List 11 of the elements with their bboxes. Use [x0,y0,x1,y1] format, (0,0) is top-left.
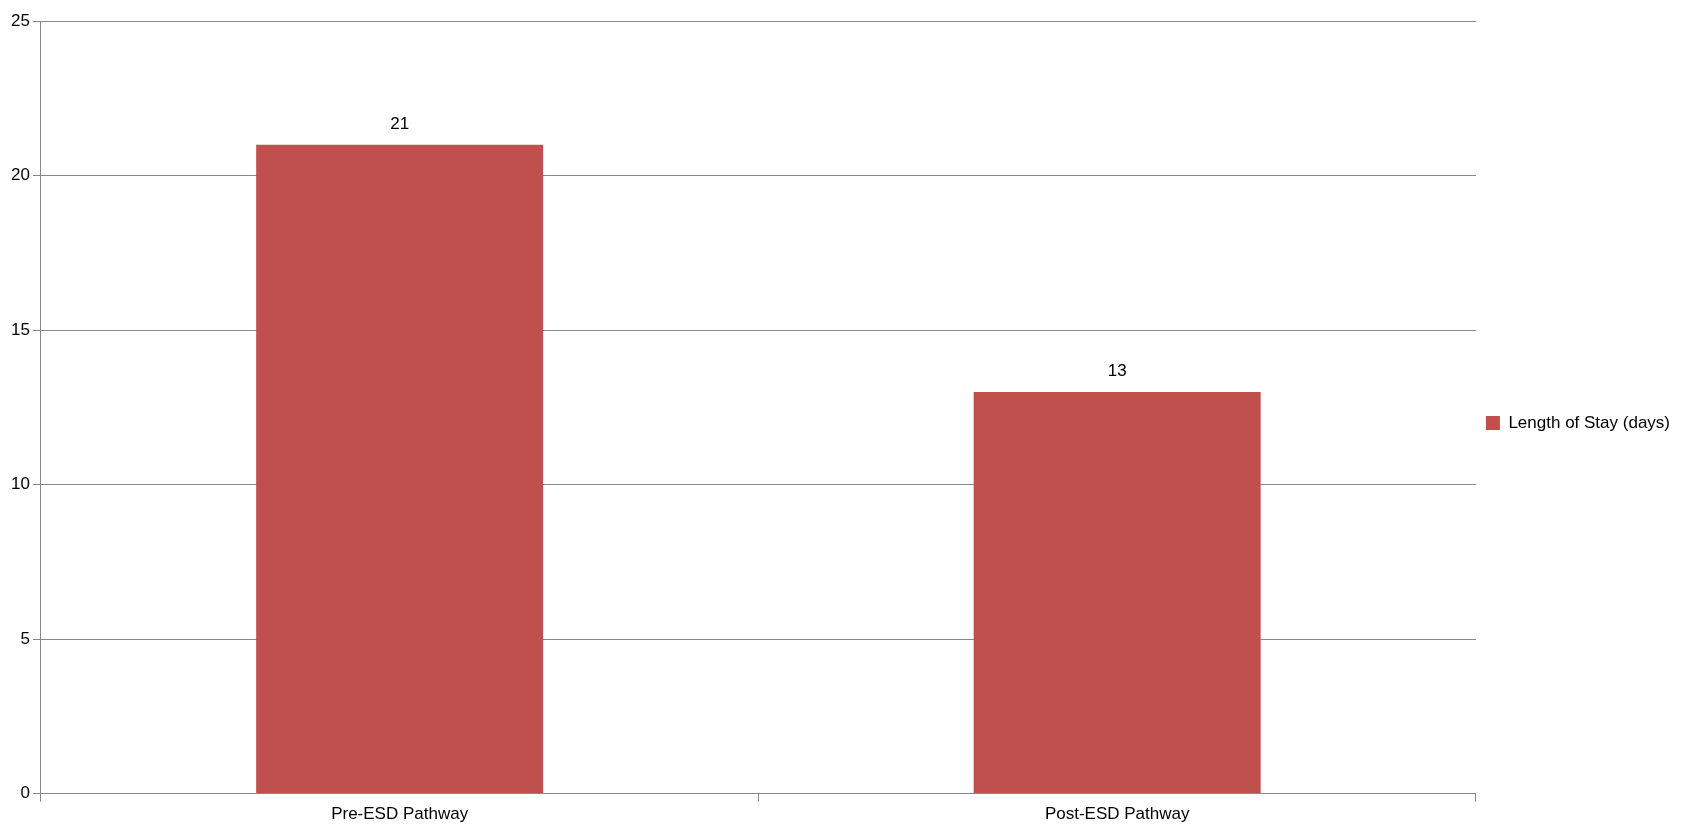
y-tick-label: 0 [20,783,30,803]
legend-label: Length of Stay (days) [1508,412,1670,432]
data-label: 13 [1107,361,1127,381]
data-label: 21 [390,113,410,133]
x-tick-label: Pre-ESD Pathway [331,804,469,824]
y-tick-label: 10 [10,474,30,494]
y-tick-label: 15 [10,319,30,339]
x-tick-label: Post-ESD Pathway [1044,804,1190,824]
y-tick-label: 5 [20,628,30,648]
y-tick-label: 20 [10,165,30,185]
y-tick-label: 25 [10,10,30,30]
